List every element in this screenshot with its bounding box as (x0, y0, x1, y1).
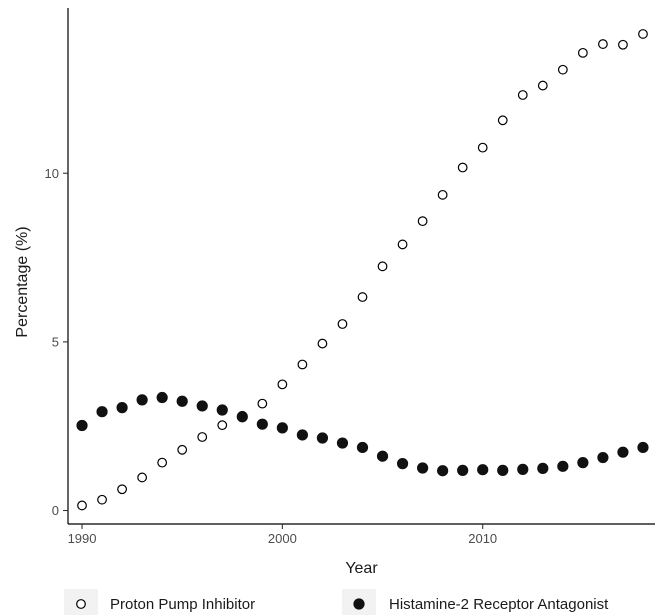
h2ra-point (356, 441, 369, 454)
h2ra-point (417, 462, 429, 474)
h2ra-point (336, 437, 349, 449)
h2ra-point (477, 464, 489, 476)
h2ra-point (577, 457, 589, 469)
ppi-point (177, 444, 188, 455)
ppi-point (77, 500, 87, 511)
x-tick-label: 1990 (68, 531, 97, 546)
h2ra-point (116, 402, 128, 414)
ppi-point (277, 379, 288, 390)
x-axis-title: Year (345, 560, 378, 577)
h2ra-point (216, 404, 228, 416)
h2ra-point (76, 419, 88, 432)
ppi-point (437, 189, 448, 200)
h2ra-point (136, 394, 148, 406)
y-tick-label: 5 (52, 334, 59, 349)
h2ra-point (156, 391, 168, 404)
ppi-point (257, 398, 268, 409)
h2ra-point (176, 395, 188, 407)
ppi-point (157, 457, 168, 468)
ppi-point (397, 239, 408, 250)
legend-key-open-circle-icon (76, 599, 86, 609)
ppi-point (537, 80, 548, 91)
axes (67, 8, 655, 525)
ppi-point (377, 261, 388, 272)
h2ra-point (557, 460, 569, 472)
ticks: 1990 2000 2010 0 5 10 (45, 166, 498, 546)
ppi-point (117, 484, 127, 495)
h2ra-point (637, 441, 649, 454)
legend-label: Histamine-2 Receptor Antagonist (389, 596, 609, 613)
h2ra-point (396, 458, 409, 470)
ppi-point (497, 115, 508, 126)
y-axis-title: Percentage (%) (14, 226, 31, 337)
ppi-point (137, 472, 148, 483)
ppi-point (638, 29, 648, 39)
legend-key-filled-circle-icon (353, 598, 365, 610)
y-tick-label: 10 (45, 166, 59, 181)
ppi-point (97, 494, 107, 505)
ppi-point (297, 359, 308, 370)
ppi-point (337, 319, 348, 329)
h2ra-point (537, 462, 549, 474)
h2ra-point (96, 406, 108, 418)
ppi-point (217, 420, 228, 431)
ppi-point (197, 432, 208, 442)
legend: Proton Pump Inhibitor Histamine-2 Recepto… (64, 589, 609, 615)
h2ra-point (296, 429, 308, 441)
h2ra-point (497, 464, 509, 476)
h2ra-point (437, 465, 449, 477)
ppi-point (618, 39, 628, 50)
h2ra-point (376, 450, 389, 462)
ppi-point (457, 162, 468, 173)
h2ra-point (236, 411, 248, 423)
legend-label: Proton Pump Inhibitor (110, 596, 255, 613)
ppi-point (557, 64, 568, 75)
x-tick-label: 2000 (268, 531, 297, 546)
x-tick-label: 2010 (468, 531, 497, 546)
h2ra-point (597, 451, 609, 464)
ppi-point (577, 47, 588, 58)
y-tick-label: 0 (52, 503, 59, 518)
ppi-point (317, 338, 328, 349)
h2ra-point (457, 464, 469, 476)
data-points (76, 29, 649, 511)
ppi-point (598, 39, 608, 49)
h2ra-point (517, 463, 529, 475)
ppi-point (357, 292, 368, 302)
ppi-point (417, 216, 428, 227)
ppi-point (517, 90, 528, 100)
h2ra-point (276, 422, 288, 434)
h2ra-point (617, 446, 629, 458)
h2ra-point (196, 400, 208, 412)
h2ra-point (316, 432, 329, 444)
ppi-point (477, 142, 488, 153)
h2ra-point (256, 418, 268, 430)
